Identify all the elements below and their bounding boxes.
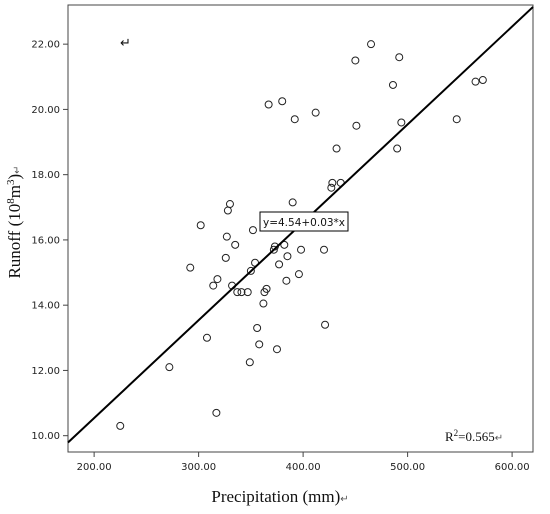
data-point [202, 333, 211, 342]
y-axis: 10.00 12.00 14.00 16.00 18.00 20.00 22.00 [31, 40, 68, 442]
y-tick-label: 10.00 [31, 431, 60, 442]
data-point [253, 324, 262, 333]
x-tick-label: 300.00 [181, 462, 216, 473]
y-tick-label: 16.00 [31, 235, 60, 246]
data-point [272, 345, 281, 354]
data-point [264, 100, 273, 109]
x-axis-title: Precipitation (mm)↵ [211, 487, 348, 506]
y-tick-label: 22.00 [31, 40, 60, 51]
x-axis: 200.00 300.00 400.00 500.00 600.00 [77, 452, 530, 473]
data-point [282, 276, 291, 285]
data-point [311, 108, 320, 117]
y-tick-label: 14.00 [31, 301, 60, 312]
data-point [471, 77, 480, 86]
data-point [395, 53, 404, 62]
data-point [212, 408, 221, 417]
data-point [452, 115, 461, 124]
data-point [278, 97, 287, 106]
data-point [262, 284, 271, 293]
data-point [186, 263, 195, 272]
fit-equation-box [259, 211, 349, 232]
data-point [225, 200, 234, 209]
x-tick-label: 400.00 [286, 462, 321, 473]
data-point [221, 253, 230, 262]
y-tick-label: 12.00 [31, 366, 60, 377]
data-point [367, 40, 376, 49]
data-point [237, 288, 246, 297]
data-point [196, 221, 205, 230]
data-point [275, 260, 284, 269]
data-point [116, 421, 125, 430]
data-points [116, 40, 487, 430]
data-point [294, 270, 303, 279]
data-point [478, 76, 487, 85]
data-point [248, 226, 257, 235]
x-tick-label: 200.00 [77, 462, 112, 473]
data-point [233, 288, 242, 297]
data-point [328, 178, 337, 187]
data-point [213, 275, 222, 284]
data-point [332, 144, 341, 153]
data-point [290, 115, 299, 124]
data-point [209, 281, 218, 290]
data-point [222, 232, 231, 241]
data-point [397, 118, 406, 127]
data-point [320, 245, 329, 254]
data-point [393, 144, 402, 153]
data-point [351, 56, 360, 65]
y-tick-label: 18.00 [31, 170, 60, 181]
data-point [327, 183, 336, 192]
data-point [245, 358, 254, 367]
data-point [269, 245, 278, 254]
data-point [321, 320, 330, 329]
r-squared-label: R2=0.565↵ [445, 428, 503, 444]
return-mark: ↵ [120, 35, 131, 50]
x-tick-label: 500.00 [390, 462, 425, 473]
data-point [297, 245, 306, 254]
data-point [352, 121, 361, 130]
data-point [283, 252, 292, 261]
x-tick-label: 600.00 [495, 462, 530, 473]
data-point [288, 198, 297, 207]
data-point [243, 288, 252, 297]
data-point [255, 340, 264, 349]
data-point [246, 266, 255, 275]
y-axis-title: Runoff (108m3)↵ [5, 165, 24, 278]
data-point [280, 240, 289, 249]
data-point [259, 299, 268, 308]
y-tick-label: 20.00 [31, 105, 60, 116]
data-point [231, 240, 240, 249]
data-point [388, 80, 397, 89]
fit-equation-label: y=4.54+0.03*x [259, 211, 349, 232]
fit-equation-text: y=4.54+0.03*x [263, 217, 345, 229]
data-point [165, 363, 174, 372]
